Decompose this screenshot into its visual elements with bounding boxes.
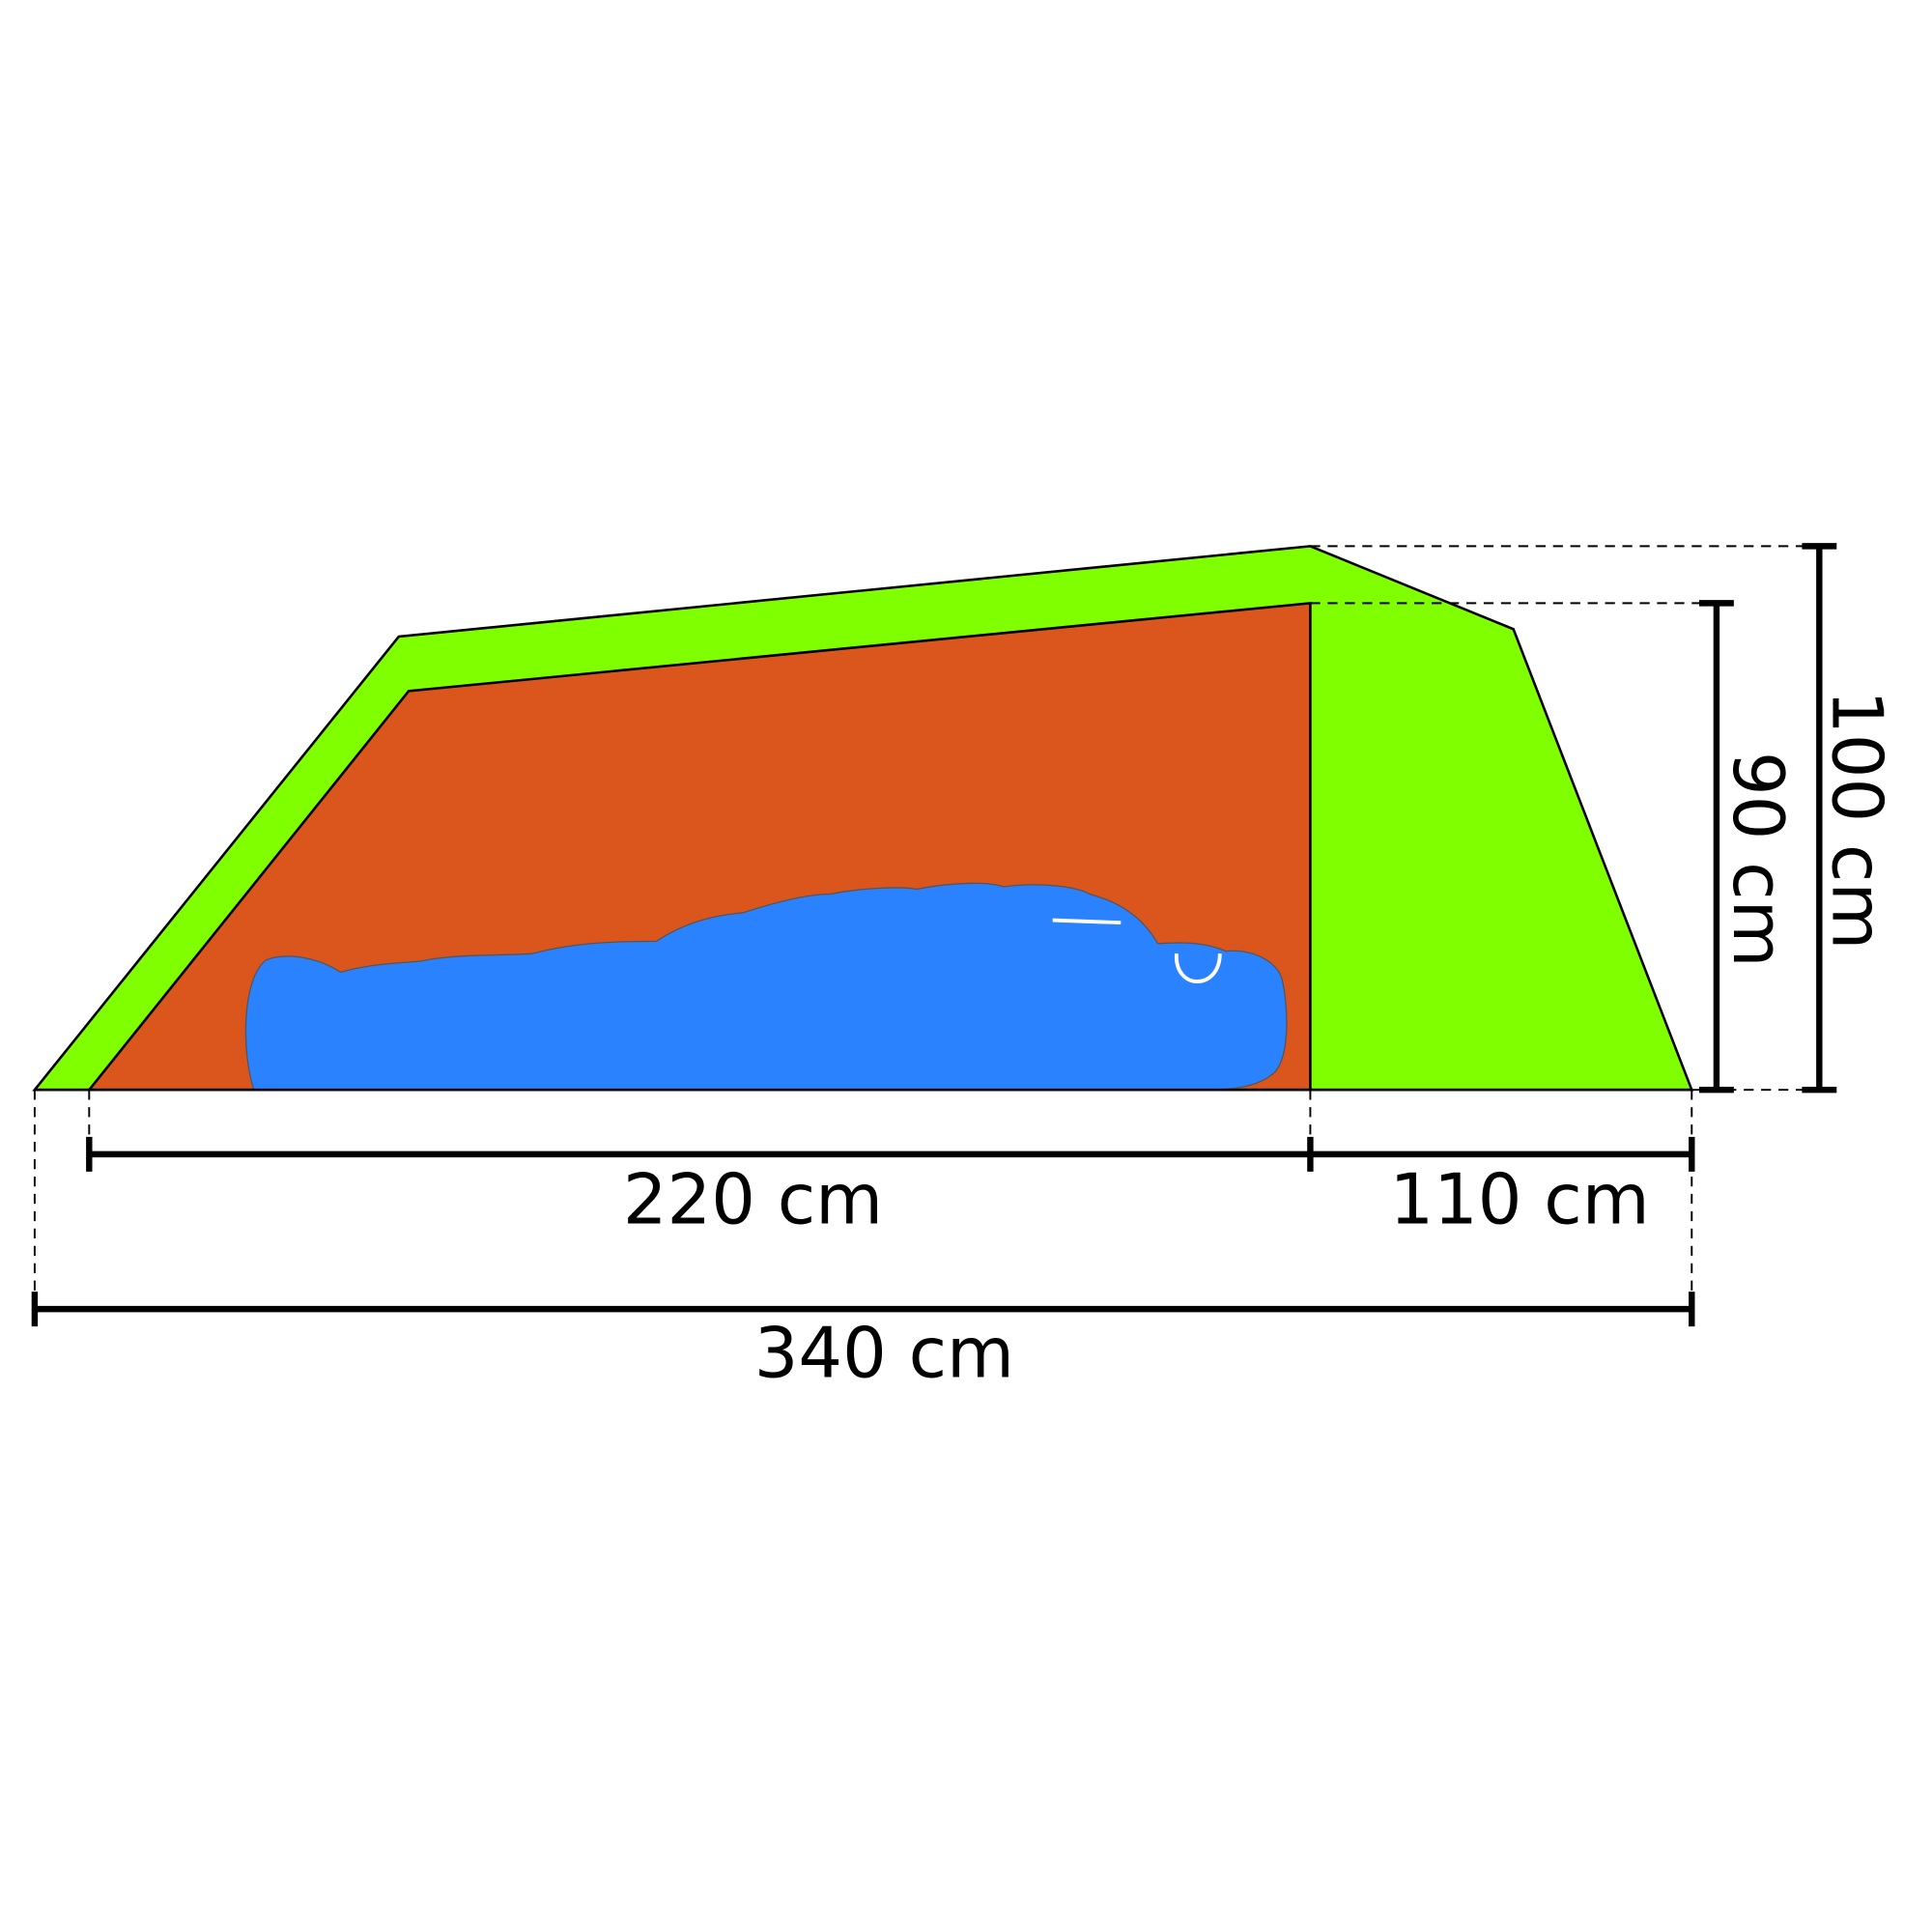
- dimension-label: 100 cm: [1816, 690, 1897, 950]
- bag-hood: [1175, 953, 1222, 983]
- dimension-label: 340 cm: [754, 1313, 1014, 1394]
- dimension-label: 220 cm: [623, 1159, 883, 1240]
- bag-detail: [1052, 918, 1122, 925]
- dimension-label: 110 cm: [1389, 1159, 1649, 1240]
- dimension-label: 90 cm: [1718, 752, 1799, 968]
- sleeping-bag: [244, 882, 1288, 1091]
- dimension-lines: [31, 543, 1837, 1327]
